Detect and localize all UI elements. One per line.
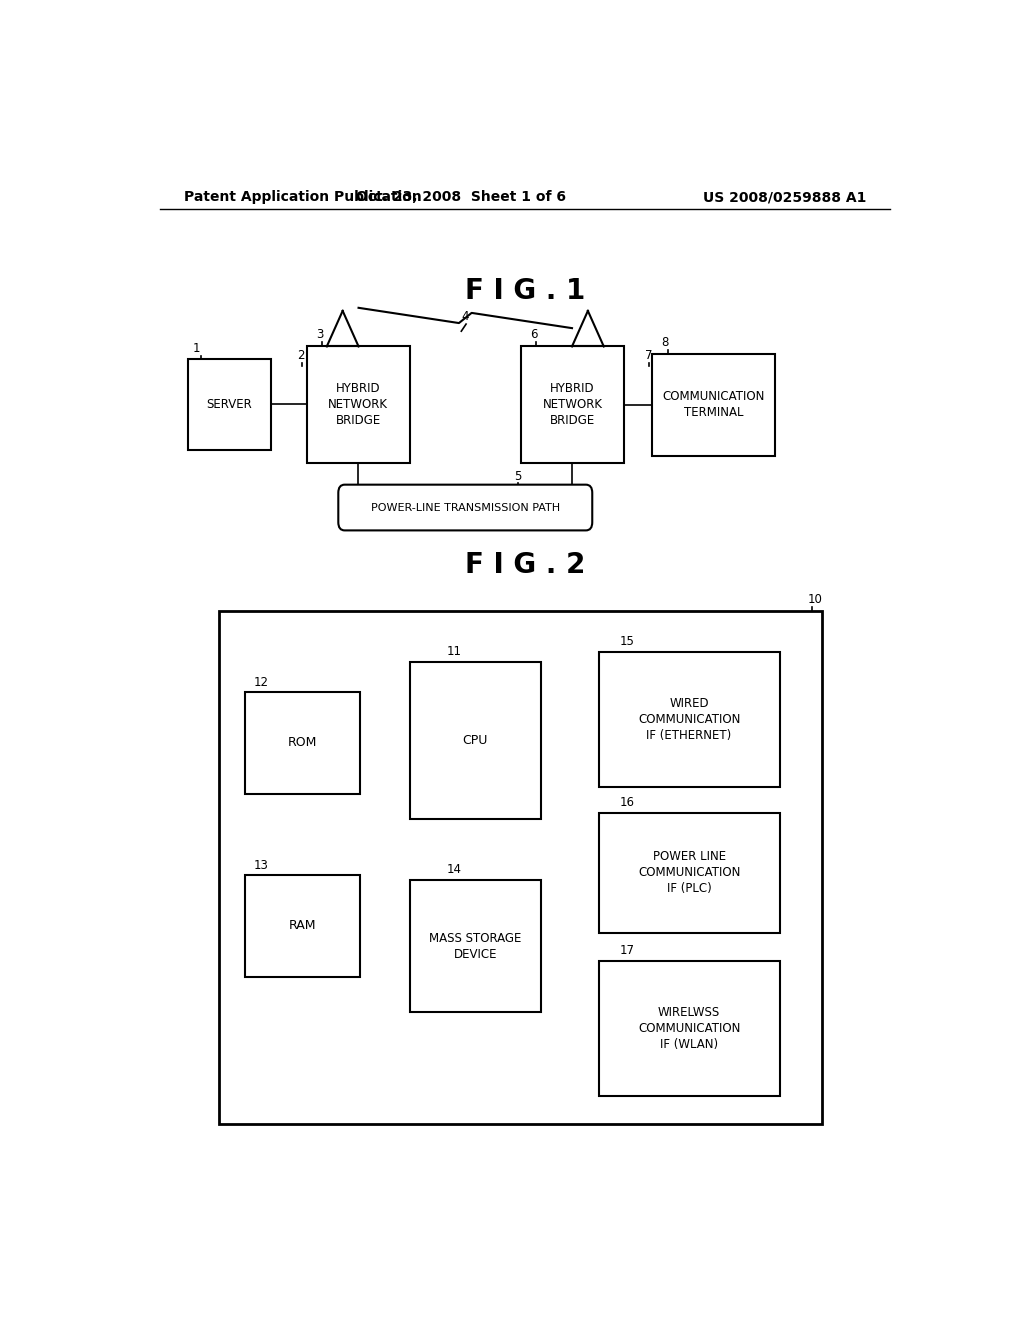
Text: F I G . 2: F I G . 2 xyxy=(465,550,585,579)
Text: US 2008/0259888 A1: US 2008/0259888 A1 xyxy=(702,190,866,205)
Bar xyxy=(521,346,624,463)
Text: ROM: ROM xyxy=(288,737,316,750)
Text: Patent Application Publication: Patent Application Publication xyxy=(183,190,421,205)
Text: 11: 11 xyxy=(447,645,462,659)
Text: WIRELWSS
COMMUNICATION
IF (WLAN): WIRELWSS COMMUNICATION IF (WLAN) xyxy=(638,1006,740,1051)
FancyBboxPatch shape xyxy=(338,484,592,531)
Bar xyxy=(599,652,779,787)
Bar xyxy=(187,359,270,450)
Text: 13: 13 xyxy=(253,859,268,873)
Text: 6: 6 xyxy=(530,329,538,342)
Text: CPU: CPU xyxy=(463,734,487,747)
Text: 3: 3 xyxy=(316,329,324,342)
Text: 1: 1 xyxy=(194,342,201,355)
Bar xyxy=(410,661,541,818)
Text: 14: 14 xyxy=(447,863,462,876)
Bar xyxy=(599,813,779,933)
Text: 5: 5 xyxy=(514,470,522,483)
Bar xyxy=(652,354,775,457)
Text: 2: 2 xyxy=(297,348,304,362)
Text: Oct. 23, 2008  Sheet 1 of 6: Oct. 23, 2008 Sheet 1 of 6 xyxy=(356,190,566,205)
Text: 4: 4 xyxy=(461,310,469,323)
Bar xyxy=(306,346,410,463)
Text: HYBRID
NETWORK
BRIDGE: HYBRID NETWORK BRIDGE xyxy=(328,383,388,428)
Text: F I G . 1: F I G . 1 xyxy=(465,276,585,305)
Text: 7: 7 xyxy=(645,348,652,362)
Bar xyxy=(245,692,359,793)
Bar xyxy=(410,880,541,1012)
Text: POWER-LINE TRANSMISSION PATH: POWER-LINE TRANSMISSION PATH xyxy=(371,503,560,512)
Text: 10: 10 xyxy=(807,593,822,606)
Bar xyxy=(245,875,359,977)
Text: POWER LINE
COMMUNICATION
IF (PLC): POWER LINE COMMUNICATION IF (PLC) xyxy=(638,850,740,895)
Text: HYBRID
NETWORK
BRIDGE: HYBRID NETWORK BRIDGE xyxy=(543,383,602,428)
Text: 12: 12 xyxy=(253,676,268,689)
Bar xyxy=(599,961,779,1096)
Text: SERVER: SERVER xyxy=(206,397,252,411)
Text: WIRED
COMMUNICATION
IF (ETHERNET): WIRED COMMUNICATION IF (ETHERNET) xyxy=(638,697,740,742)
Text: RAM: RAM xyxy=(289,919,316,932)
Text: 8: 8 xyxy=(662,337,669,350)
Text: 17: 17 xyxy=(620,944,634,957)
Text: 16: 16 xyxy=(620,796,634,809)
Text: 15: 15 xyxy=(620,635,634,648)
Text: COMMUNICATION
TERMINAL: COMMUNICATION TERMINAL xyxy=(663,391,765,420)
Text: MASS STORAGE
DEVICE: MASS STORAGE DEVICE xyxy=(429,932,521,961)
Bar xyxy=(219,611,822,1125)
